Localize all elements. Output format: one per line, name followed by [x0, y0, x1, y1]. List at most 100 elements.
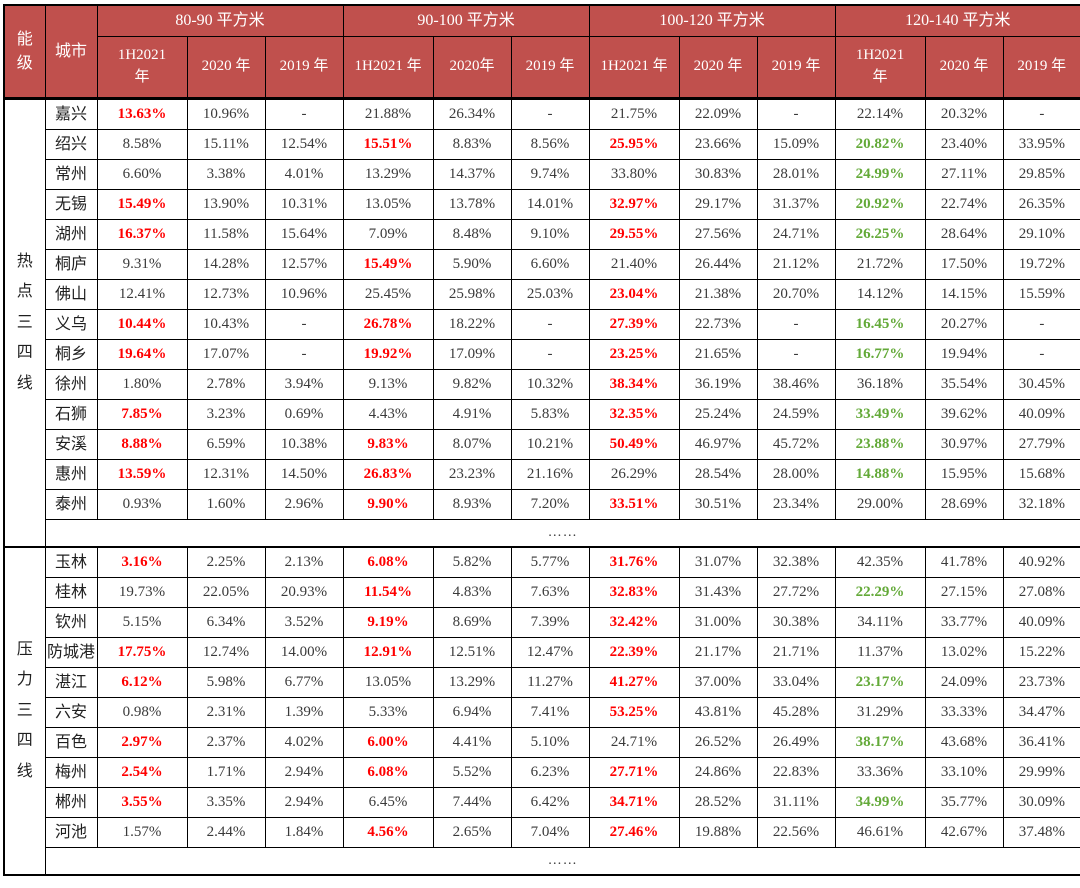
value-cell: 1.60%	[186, 489, 266, 520]
value-cell: 7.44%	[432, 787, 512, 818]
value-cell: 21.72%	[834, 249, 926, 280]
value-cell-highlight-red: 17.75%	[96, 637, 188, 668]
value-cell: 25.24%	[678, 399, 758, 430]
value-cell-highlight-red: 33.51%	[588, 489, 680, 520]
value-cell: 26.52%	[678, 727, 758, 758]
value-cell: 1.39%	[264, 697, 344, 728]
value-cell: 10.32%	[510, 369, 590, 400]
value-cell-highlight-red: 15.51%	[342, 129, 434, 160]
value-cell: 6.60%	[510, 249, 590, 280]
value-cell: 39.62%	[924, 399, 1004, 430]
value-cell: 29.85%	[1002, 159, 1080, 190]
city-block: 热 点 三 四 线嘉兴 13.63% 10.96% -21.88% 26.34% -21.…	[3, 98, 1080, 548]
value-cell: 27.08%	[1002, 577, 1080, 608]
table-row: 钦州 5.15% 6.34% 3.52% 9.19% 8.69% 7.39% 32.42% 31…	[4, 607, 1080, 638]
city-name: 钦州	[44, 607, 98, 638]
value-cell: 2.94%	[264, 787, 344, 818]
value-cell: 9.13%	[342, 369, 434, 400]
value-cell: 7.39%	[510, 607, 590, 638]
value-cell-highlight-red: 53.25%	[588, 697, 680, 728]
value-cell: 38.46%	[756, 369, 836, 400]
value-cell: 13.02%	[924, 637, 1004, 668]
value-cell: 30.45%	[1002, 369, 1080, 400]
ellipsis-row: ……	[4, 847, 1080, 876]
value-cell-highlight-red: 12.91%	[342, 637, 434, 668]
value-cell-highlight-green: 24.99%	[834, 159, 926, 190]
value-cell: 19.88%	[678, 817, 758, 848]
value-cell-highlight-red: 41.27%	[588, 667, 680, 698]
value-cell: 17.09%	[432, 339, 512, 370]
value-cell: 36.19%	[678, 369, 758, 400]
value-cell: 4.43%	[342, 399, 434, 430]
value-cell-highlight-red: 25.95%	[588, 129, 680, 160]
value-cell: -	[510, 98, 590, 130]
value-cell: 43.81%	[678, 697, 758, 728]
value-cell-highlight-red: 32.42%	[588, 607, 680, 638]
value-cell-highlight-green: 23.17%	[834, 667, 926, 698]
city-name: 安溪	[44, 429, 98, 460]
value-cell: 40.92%	[1002, 546, 1080, 578]
value-cell: 21.75%	[588, 98, 680, 130]
year-column-header: 2019 年	[756, 36, 836, 99]
value-cell: 2.78%	[186, 369, 266, 400]
value-cell: 12.51%	[432, 637, 512, 668]
value-cell: 5.82%	[432, 546, 512, 578]
city-name: 玉林	[44, 546, 98, 578]
value-cell-highlight-green: 26.25%	[834, 219, 926, 250]
ellipsis-row: ……	[4, 519, 1080, 548]
value-cell: 24.71%	[588, 727, 680, 758]
value-cell-highlight-red: 3.55%	[96, 787, 188, 818]
value-cell: 10.96%	[264, 279, 344, 310]
city-name: 湛江	[44, 667, 98, 698]
value-cell: 12.57%	[264, 249, 344, 280]
value-cell: -	[756, 339, 836, 370]
value-cell: 30.51%	[678, 489, 758, 520]
value-cell: 31.00%	[678, 607, 758, 638]
area-group-header: 80-90 平方米	[96, 4, 344, 37]
value-cell: 28.69%	[924, 489, 1004, 520]
value-cell: 22.83%	[756, 757, 836, 788]
value-cell: 40.09%	[1002, 399, 1080, 430]
value-cell: 28.52%	[678, 787, 758, 818]
value-cell: 6.23%	[510, 757, 590, 788]
value-cell: 12.31%	[186, 459, 266, 490]
value-cell-highlight-red: 50.49%	[588, 429, 680, 460]
value-cell: 9.74%	[510, 159, 590, 190]
value-cell: 2.65%	[432, 817, 512, 848]
value-cell: 22.73%	[678, 309, 758, 340]
value-cell-highlight-red: 32.97%	[588, 189, 680, 220]
table-row: 梅州 2.54% 1.71% 2.94% 6.08% 5.52% 6.23% 27.71% 24…	[4, 757, 1080, 788]
value-cell: 45.28%	[756, 697, 836, 728]
table-row: 桐庐 9.31% 14.28% 12.57% 15.49% 5.90% 6.60% 21.40…	[4, 249, 1080, 280]
value-cell-highlight-red: 9.90%	[342, 489, 434, 520]
value-cell: 21.40%	[588, 249, 680, 280]
table-row: 河池 1.57% 2.44% 1.84% 4.56% 2.65% 7.04% 27.46% 19…	[4, 817, 1080, 848]
city-name: 泰州	[44, 489, 98, 520]
value-cell: 46.61%	[834, 817, 926, 848]
value-cell: 22.09%	[678, 98, 758, 130]
value-cell-highlight-red: 29.55%	[588, 219, 680, 250]
value-cell: 11.27%	[510, 667, 590, 698]
value-cell: -	[264, 339, 344, 370]
value-cell: 24.86%	[678, 757, 758, 788]
city-name: 湖州	[44, 219, 98, 250]
value-cell: 24.09%	[924, 667, 1004, 698]
value-cell: 2.94%	[264, 757, 344, 788]
value-cell: 26.35%	[1002, 189, 1080, 220]
table-row: 绍兴 8.58% 15.11% 12.54% 15.51% 8.83% 8.56% 25.95…	[4, 129, 1080, 160]
value-cell-highlight-red: 9.19%	[342, 607, 434, 638]
value-cell: 30.83%	[678, 159, 758, 190]
value-cell: -	[264, 98, 344, 130]
value-cell: 1.80%	[96, 369, 188, 400]
table-row: 泰州 0.93% 1.60% 2.96% 9.90% 8.93% 7.20% 33.51% 30…	[4, 489, 1080, 520]
value-cell: 6.45%	[342, 787, 434, 818]
value-cell-highlight-red: 32.35%	[588, 399, 680, 430]
value-cell: 10.38%	[264, 429, 344, 460]
value-cell: 10.96%	[186, 98, 266, 130]
value-cell: 20.93%	[264, 577, 344, 608]
value-cell: 21.16%	[510, 459, 590, 490]
value-cell: 19.73%	[96, 577, 188, 608]
block-label: 压 力 三 四 线	[3, 546, 46, 876]
value-cell: 27.11%	[924, 159, 1004, 190]
value-cell: 15.68%	[1002, 459, 1080, 490]
